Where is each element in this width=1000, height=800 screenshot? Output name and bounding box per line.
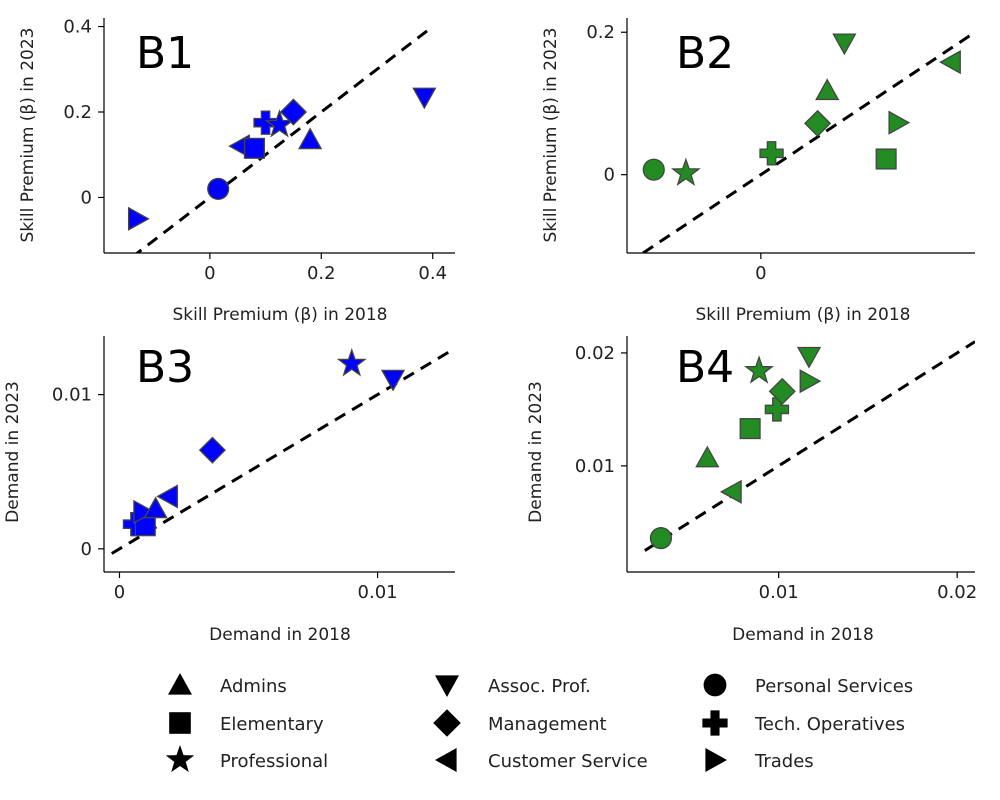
y-tick-label: 0.01 — [575, 456, 615, 477]
x-tick-label: 0 — [204, 263, 215, 284]
point-b4-professional — [744, 355, 775, 384]
legend-marker-management — [433, 709, 461, 737]
x-tick-label: 0 — [755, 263, 766, 284]
diagonal-reference-line — [134, 25, 434, 253]
point-b2-customer-service — [939, 50, 961, 75]
point-b2-admins — [815, 78, 840, 101]
diagonal-reference-line — [642, 30, 975, 253]
point-b3-management — [198, 436, 226, 464]
y-tick-label: 0 — [81, 187, 92, 208]
diagonal-reference-line — [644, 340, 975, 552]
y-tick-label: 0.4 — [63, 17, 92, 38]
legend-marker-admins — [168, 673, 192, 695]
point-b1-tech-operatives — [253, 110, 278, 135]
point-b4-elementary — [739, 418, 761, 440]
legend-label: Admins — [220, 676, 287, 697]
panel-b2: B2 Skill Premium (β) in 2018 Skill Premi… — [541, 18, 975, 325]
y-tick-label: 0.02 — [575, 343, 615, 364]
panel-b4: B4 Demand in 2018 Demand in 2023 0.01 0.0… — [526, 336, 977, 645]
legend-marker-tech-operatives — [702, 710, 728, 736]
point-b3-professional — [336, 348, 367, 377]
legend-marker-elementary — [169, 712, 191, 734]
point-b4-tech-operatives — [764, 397, 790, 422]
legend-marker-trades — [705, 748, 727, 772]
point-b1-management — [279, 98, 307, 126]
legend: Admins Elementary Professional Assoc. Pr… — [165, 673, 913, 773]
panel-label-b2: B2 — [676, 28, 734, 79]
x-tick-label: 0.01 — [358, 582, 398, 603]
point-b1-trades — [127, 206, 150, 231]
point-b3-admins — [143, 496, 168, 519]
y-axis-title-b1: Skill Premium (β) in 2023 — [18, 28, 38, 243]
panel-label-b3: B3 — [136, 342, 194, 393]
legend-label: Customer Service — [488, 751, 648, 772]
point-b3-assoc-prof — [380, 369, 406, 392]
x-tick-label: 0 — [114, 582, 125, 603]
x-tick-label: 0.02 — [937, 582, 977, 603]
panel-label-b1: B1 — [136, 28, 194, 79]
point-b4-assoc-prof — [796, 346, 822, 369]
legend-marker-personal-services — [703, 673, 727, 697]
point-b2-personal-services — [642, 158, 665, 181]
legend-label: Trades — [754, 751, 814, 772]
legend-marker-customer-service — [435, 748, 457, 772]
point-b4-trades — [799, 369, 822, 394]
legend-label: Personal Services — [755, 676, 913, 697]
point-b4-management — [768, 377, 796, 405]
y-tick-label: 0.01 — [52, 385, 92, 406]
point-b4-customer-service — [719, 479, 742, 504]
point-b2-assoc-prof — [832, 33, 857, 56]
y-tick-label: 0.2 — [63, 102, 92, 123]
panel-b1: B1 Skill Premium (β) in 2018 Skill Premi… — [18, 17, 455, 325]
x-tick-label: 0.01 — [759, 582, 799, 603]
x-axis-title-b4: Demand in 2018 — [732, 625, 874, 645]
point-b4-personal-services — [649, 527, 673, 550]
point-b2-tech-operatives — [759, 141, 784, 166]
point-b2-management — [804, 109, 832, 137]
point-b1-assoc-prof — [412, 87, 437, 110]
y-axis-title-b2: Skill Premium (β) in 2023 — [541, 28, 561, 243]
y-axis-title-b4: Demand in 2023 — [526, 381, 546, 523]
x-axis-title-b1: Skill Premium (β) in 2018 — [173, 305, 388, 325]
x-axis-title-b2: Skill Premium (β) in 2018 — [696, 305, 911, 325]
panel-b3: B3 Demand in 2018 Demand in 2023 0 0.01 0 0… — [3, 336, 455, 645]
legend-label: Professional — [220, 751, 328, 772]
panel-label-b4: B4 — [676, 342, 734, 393]
point-b1-elementary — [243, 137, 265, 159]
point-b3-customer-service — [156, 484, 178, 509]
y-tick-label: 0 — [604, 165, 615, 186]
point-b3-trades — [133, 499, 156, 524]
legend-label: Management — [488, 714, 607, 735]
legend-marker-assoc-prof — [435, 675, 459, 697]
x-axis-title-b3: Demand in 2018 — [209, 625, 351, 645]
legend-marker-professional — [165, 745, 195, 773]
legend-label: Elementary — [220, 714, 324, 735]
diagonal-reference-line — [110, 347, 455, 555]
x-tick-label: 0.2 — [307, 263, 336, 284]
y-tick-label: 0.2 — [586, 22, 615, 43]
y-axis-title-b3: Demand in 2023 — [3, 381, 23, 523]
point-b2-trades — [888, 110, 911, 135]
point-b1-personal-services — [207, 177, 230, 201]
point-b4-admins — [695, 445, 720, 468]
point-b2-elementary — [875, 148, 897, 170]
legend-label: Tech. Operatives — [754, 714, 905, 735]
point-b2-professional — [670, 157, 701, 186]
x-tick-label: 0.4 — [418, 263, 447, 284]
legend-label: Assoc. Prof. — [488, 676, 591, 697]
point-b1-admins — [298, 127, 323, 150]
y-tick-label: 0 — [81, 539, 92, 560]
